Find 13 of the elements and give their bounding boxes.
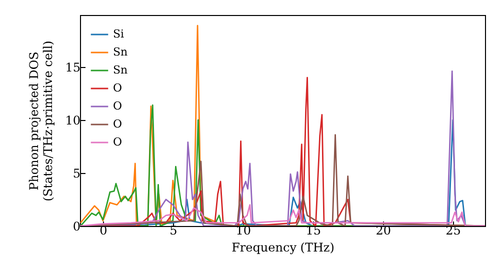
legend-label: O bbox=[113, 82, 122, 94]
y-axis-title: Phonon projected DOS (States/THz·primitive cell) bbox=[27, 40, 56, 202]
x-axis-title: Frequency (THz) bbox=[232, 240, 334, 254]
legend-label: O bbox=[113, 100, 122, 112]
legend-label: O bbox=[113, 118, 122, 130]
y-tick-label: 5 bbox=[72, 166, 80, 180]
legend-label: Si bbox=[113, 28, 125, 40]
legend-label: O bbox=[113, 136, 122, 148]
y-tick-label: 10 bbox=[65, 113, 80, 128]
line-series bbox=[80, 204, 485, 226]
legend-label: Sn bbox=[113, 46, 128, 58]
y-tick-label: 15 bbox=[65, 60, 80, 74]
legend-label: Sn bbox=[113, 64, 128, 76]
